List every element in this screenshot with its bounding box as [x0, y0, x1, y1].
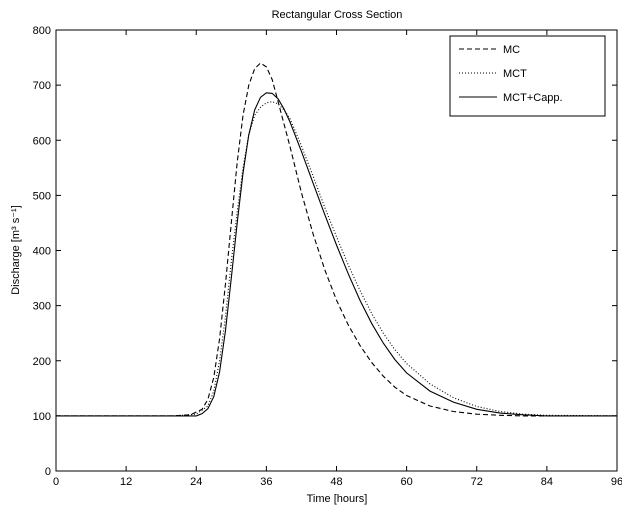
series-line-2: [56, 92, 617, 417]
x-tick-label: 12: [120, 476, 132, 488]
chart-title: Rectangular Cross Section: [272, 9, 403, 21]
x-tick-label: 24: [190, 476, 202, 488]
legend-label-0: MC: [503, 44, 520, 56]
x-tick-label: 0: [53, 476, 59, 488]
y-tick-label: 300: [33, 301, 51, 313]
legend-box: [449, 35, 606, 117]
x-tick-label: 84: [541, 476, 553, 488]
y-tick-label: 700: [33, 80, 51, 92]
y-tick-label: 100: [33, 411, 51, 423]
x-tick-label: 36: [260, 476, 272, 488]
y-tick-label: 500: [33, 190, 51, 202]
y-tick-label: 400: [33, 246, 51, 258]
series-line-1: [56, 101, 618, 417]
x-tick-label: 48: [330, 476, 342, 488]
legend-label-1: MCT: [503, 68, 527, 80]
series-line-0: [56, 62, 617, 417]
x-tick-label: 60: [401, 476, 413, 488]
legend: MC MCT MCT+Capp.: [449, 35, 606, 117]
x-tick-label: 72: [471, 476, 483, 488]
series-layer: [56, 62, 618, 417]
y-tick-label: 800: [33, 25, 51, 37]
y-tick-label: 200: [33, 356, 51, 368]
y-tick-label: 600: [33, 135, 51, 147]
y-tick-label: 0: [45, 466, 51, 478]
x-tick-label: 96: [611, 476, 622, 488]
x-axis-label: Time [hours]: [307, 493, 368, 505]
legend-label-2: MCT+Capp.: [503, 92, 563, 104]
y-axis-label: Discharge [m³ s⁻¹]: [10, 205, 22, 295]
axis-ticks: 0 12 24 36 48 60 72 84 96 0 100 200 300 400 500 600 700 8…: [33, 25, 622, 488]
